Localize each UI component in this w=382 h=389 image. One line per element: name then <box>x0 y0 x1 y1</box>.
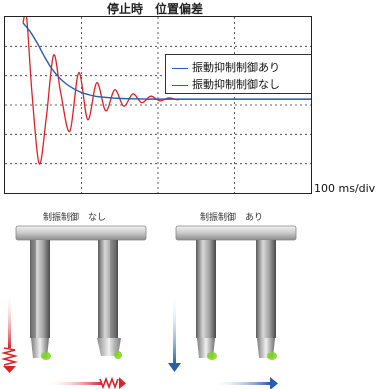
shaft-right-2 <box>256 240 276 338</box>
machine-with-control <box>168 225 297 389</box>
indicator-left-2 <box>114 351 122 359</box>
legend-swatch-red <box>172 84 188 86</box>
shaft-right-1 <box>196 240 216 338</box>
motion-arrow-head-right <box>270 377 278 389</box>
label-with-control: 制振制御 あり <box>200 213 264 223</box>
gantry-beam-right <box>175 225 297 241</box>
vibration-arrow-head-down <box>3 366 16 373</box>
motion-arrow-horizontal-shaft <box>212 382 270 385</box>
tool-tip-left-2 <box>97 338 121 356</box>
legend-label-without-control: 振動抑制制御なし <box>192 78 280 91</box>
indicator-right-2 <box>267 352 277 360</box>
series-line-with-control <box>22 22 311 100</box>
label-without-control: 制振制御 なし <box>43 213 107 223</box>
legend-item-without-control: 振動抑制制御なし <box>172 76 280 92</box>
position-deviation-plot <box>5 17 311 193</box>
machine-illustration <box>0 225 297 389</box>
machine-without-control <box>0 225 147 389</box>
vibration-zigzag-horizontal <box>99 376 119 389</box>
vibration-zigzag-vertical <box>0 347 19 366</box>
motion-arrow-vertical-shaft <box>173 294 176 364</box>
indicator-left-1 <box>41 352 51 360</box>
legend-label-with-control: 振動抑制制御あり <box>192 61 280 74</box>
indicator-right-1 <box>207 352 217 360</box>
vibration-arrow-horizontal-shaft <box>46 382 102 385</box>
legend: 振動抑制制御あり 振動抑制制御なし <box>165 54 311 94</box>
shaft-ghost-left-2 <box>110 240 116 352</box>
shaft-ghost-left-1 <box>32 240 36 350</box>
legend-item-with-control: 振動抑制制御あり <box>172 59 280 75</box>
chart-title: 停止時 位置偏差 <box>106 2 203 16</box>
plot-area: 振動抑制制御あり 振動抑制制御なし <box>4 16 312 194</box>
legend-swatch-blue <box>172 67 188 69</box>
time-scale-label: 100 ms/div <box>314 182 376 195</box>
vibration-arrow-head-right <box>119 377 126 389</box>
series-line-without-control <box>22 17 311 165</box>
vibration-arrow-vertical-shaft <box>8 292 11 348</box>
gantry-beam-left <box>15 225 147 241</box>
motion-arrow-head-down <box>168 363 181 372</box>
